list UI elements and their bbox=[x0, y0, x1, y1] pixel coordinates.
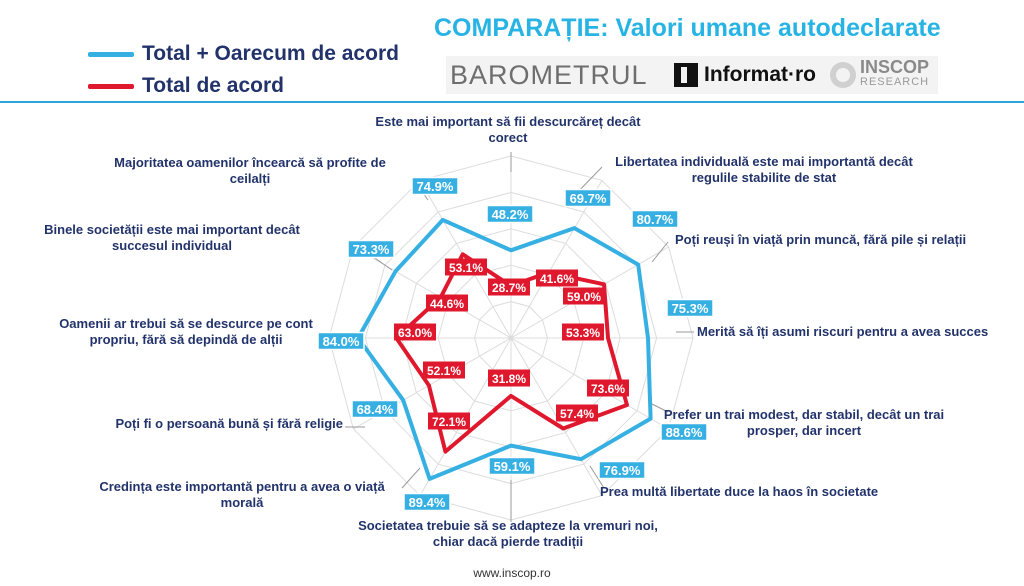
series-total-oarecum-data-label-11: 73.3% bbox=[353, 242, 390, 257]
series-total-label-bg-12 bbox=[445, 258, 487, 276]
inscop-logo-subtext: RESEARCH bbox=[860, 76, 930, 88]
series-total-data-label-7: 31.8% bbox=[492, 372, 526, 386]
category-label-11: Binele societății este mai important dec… bbox=[44, 222, 300, 253]
series-total-data-label-3: 59.0% bbox=[567, 290, 601, 304]
category-label-8: Credința este importantă pentru a avea o… bbox=[99, 479, 385, 510]
legend-item-total-oarecum: Total + Oarecum de acord bbox=[88, 38, 399, 70]
series-total-label-bg-1 bbox=[488, 278, 530, 296]
series-total-oarecum-data-label-6: 76.9% bbox=[604, 463, 641, 478]
series-total-label-bg-3 bbox=[563, 287, 605, 305]
series-total-data-label-9: 52.1% bbox=[427, 364, 461, 378]
series-total-oarecum-data-label-12: 74.9% bbox=[417, 179, 454, 194]
inscop-swirl-icon bbox=[830, 62, 856, 88]
series-total-data-label-11: 44.6% bbox=[430, 297, 464, 311]
informat-logo: Informat·ro bbox=[674, 63, 824, 87]
series-total-label-bg-2 bbox=[536, 269, 578, 287]
series-total-oarecum-data-label-5: 88.6% bbox=[666, 425, 703, 440]
series-total-oarecum-data-label-8: 89.4% bbox=[409, 495, 446, 510]
series-total-oarecum-label-bg-11 bbox=[347, 239, 395, 259]
series-total-oarecum-label-bg-10 bbox=[317, 331, 365, 351]
series-total-label-bg-6 bbox=[556, 404, 598, 422]
grid-spoke-11 bbox=[353, 246, 512, 339]
series-total-label-bg-10 bbox=[394, 323, 436, 341]
series-total-data-label-8: 72.1% bbox=[432, 415, 466, 429]
series-total-oarecum-data-label-2: 69.7% bbox=[570, 191, 607, 206]
informat-mark-icon bbox=[674, 63, 698, 87]
legend-swatch-blue bbox=[88, 51, 134, 57]
series-total-label-bg-11 bbox=[426, 294, 468, 312]
partner-logos: BAROMETRUL Informat·ro INSCOP RESEARCH bbox=[446, 56, 938, 94]
series-total-oarecum-data-label-4: 75.3% bbox=[672, 301, 709, 316]
header-divider bbox=[0, 101, 1024, 103]
series-total-data-label-10: 63.0% bbox=[398, 326, 432, 340]
informat-logo-text: Informat·ro bbox=[704, 63, 816, 86]
legend-item-total: Total de acord bbox=[88, 70, 399, 102]
series-total-data-label-1: 28.7% bbox=[492, 281, 526, 295]
series-total-oarecum-label-bg-3 bbox=[631, 209, 679, 229]
series-total-oarecum-line bbox=[356, 217, 653, 481]
series-total-data-label-4: 53.3% bbox=[566, 326, 600, 340]
series-total-oarecum-label-bg-6 bbox=[598, 460, 646, 480]
series-total-data-label-12: 53.1% bbox=[449, 261, 483, 275]
series-total-oarecum-label-bg-1 bbox=[486, 204, 534, 224]
series-total-oarecum-label-bg-5 bbox=[660, 422, 708, 442]
series-total-oarecum-data-label-9: 68.4% bbox=[357, 402, 394, 417]
category-label-9: Poți fi o persoană bună și fără religie bbox=[115, 416, 343, 431]
category-label-5: Prefer un trai modest, dar stabil, decât… bbox=[664, 407, 944, 438]
barometrul-logo: BAROMETRUL bbox=[450, 59, 648, 90]
category-label-3: Poți reuși în viață prin muncă, fără pil… bbox=[675, 232, 966, 247]
inscop-logo-text: INSCOP bbox=[860, 57, 930, 77]
series-total-oarecum-data-label-10: 84.0% bbox=[323, 334, 360, 349]
category-label-1: Este mai important să fii descurcăreț de… bbox=[375, 114, 641, 145]
series-total-label-bg-7 bbox=[488, 369, 530, 387]
leader-line-3 bbox=[651, 241, 669, 263]
leader-line-6 bbox=[589, 465, 605, 489]
series-total-data-label-6: 57.4% bbox=[560, 407, 594, 421]
series-total-oarecum-label-bg-2 bbox=[564, 188, 612, 208]
page-title: COMPARAȚIE: Valori umane autodeclarate bbox=[434, 14, 941, 42]
series-total-label-bg-5 bbox=[587, 379, 629, 397]
series-total-oarecum-data-label-1: 48.2% bbox=[492, 207, 529, 222]
series-total-oarecum-label-bg-7 bbox=[488, 456, 536, 476]
legend-swatch-red bbox=[88, 83, 134, 89]
category-label-4: Merită să îți asumi riscuri pentru a ave… bbox=[697, 324, 988, 339]
legend-label-total-oarecum: Total + Oarecum de acord bbox=[142, 42, 399, 65]
leader-line-8 bbox=[401, 467, 421, 489]
legend-label-total: Total de acord bbox=[142, 74, 284, 97]
series-total-oarecum-label-bg-12 bbox=[411, 176, 459, 196]
series-total-oarecum-label-bg-4 bbox=[666, 298, 714, 318]
series-total-label-bg-8 bbox=[428, 412, 470, 430]
inscop-logo: INSCOP RESEARCH bbox=[830, 57, 930, 90]
category-label-7: Societatea trebuie să se adapteze la vre… bbox=[358, 518, 658, 549]
leader-line-5 bbox=[651, 403, 669, 413]
series-total-oarecum-data-label-7: 59.1% bbox=[494, 459, 531, 474]
category-label-2: Libertatea individuală este mai importan… bbox=[615, 154, 913, 185]
series-total-data-label-2: 41.6% bbox=[540, 272, 574, 286]
leader-line-11 bbox=[371, 255, 393, 271]
series-total-oarecum-label-bg-9 bbox=[351, 399, 399, 419]
category-label-6: Prea multă libertate duce la haos în soc… bbox=[600, 484, 878, 499]
series-total-label-bg-9 bbox=[423, 361, 465, 379]
series-total-label-bg-4 bbox=[562, 323, 604, 341]
footer-url: www.inscop.ro bbox=[473, 566, 551, 580]
chart-legend: Total + Oarecum de acord Total de acord bbox=[88, 38, 399, 102]
series-total-data-label-5: 73.6% bbox=[591, 382, 625, 396]
category-label-12: Majoritatea oamenilor încearcă să profit… bbox=[114, 155, 386, 186]
category-label-10: Oamenii ar trebui să se descurce pe cont… bbox=[59, 316, 313, 347]
series-total-oarecum-label-bg-8 bbox=[403, 492, 451, 512]
series-total-oarecum-data-label-3: 80.7% bbox=[637, 212, 674, 227]
